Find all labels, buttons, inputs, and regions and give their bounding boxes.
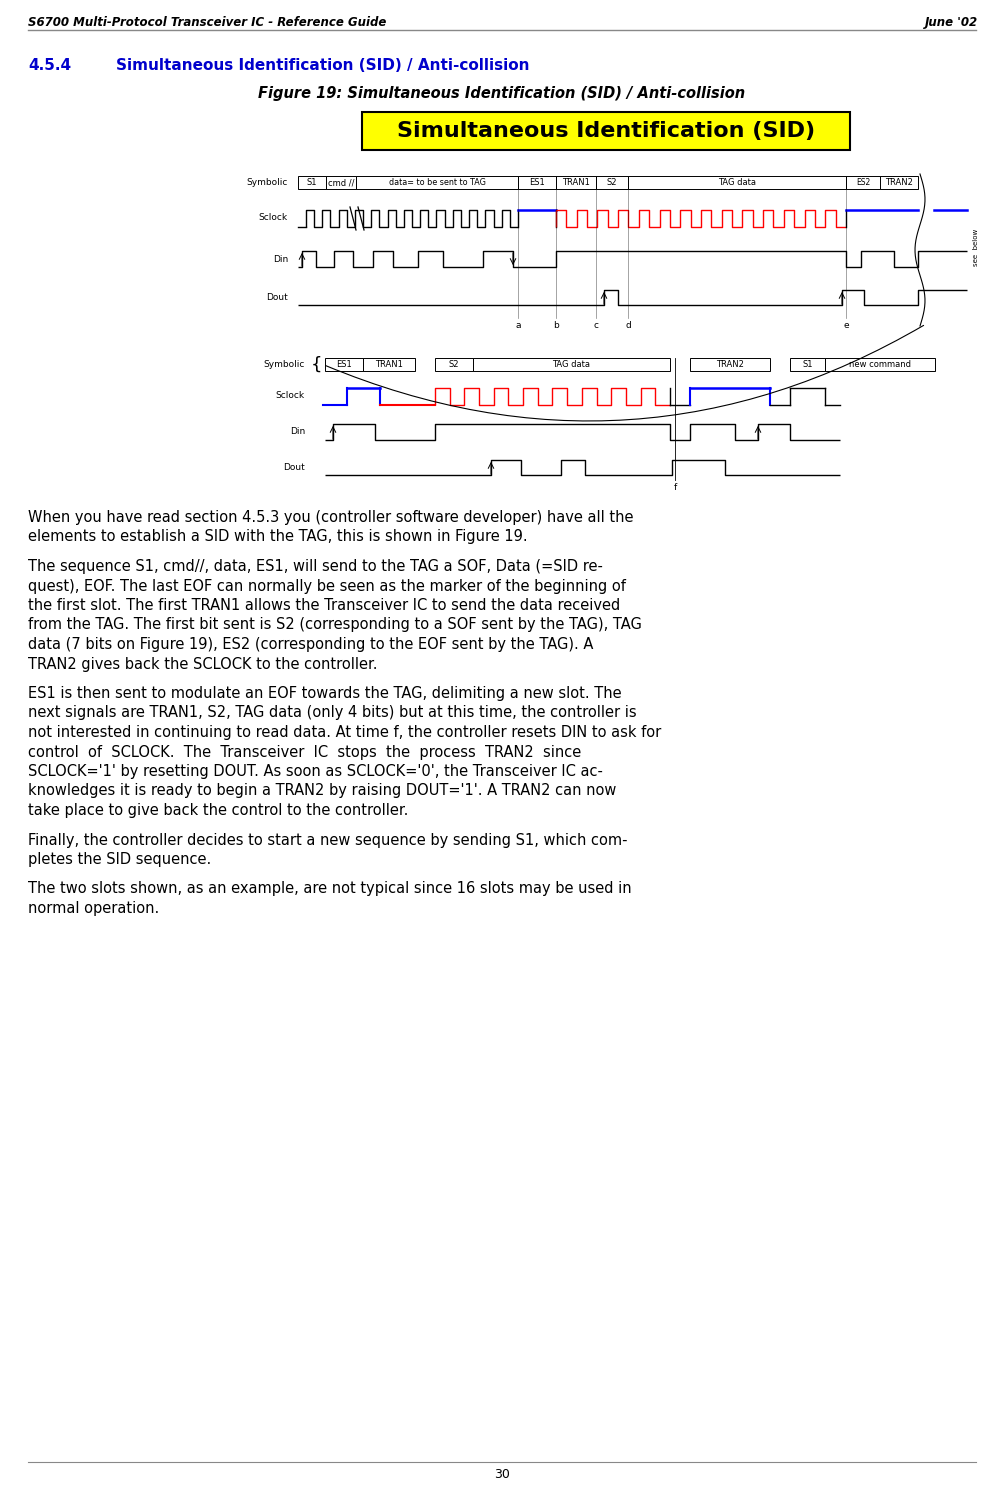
Text: cmd //: cmd // bbox=[327, 178, 354, 187]
Text: Figure 19: Simultaneous Identification (SID) / Anti-collision: Figure 19: Simultaneous Identification (… bbox=[258, 86, 745, 101]
Text: The sequence S1, cmd//, data, ES1, will send to the TAG a SOF, Data (=SID re-: The sequence S1, cmd//, data, ES1, will … bbox=[28, 559, 602, 574]
Text: f: f bbox=[673, 483, 676, 492]
Text: the first slot. The first TRAN1 allows the Transceiver IC to send the data recei: the first slot. The first TRAN1 allows t… bbox=[28, 597, 620, 614]
Bar bbox=[298, 175, 326, 189]
Bar bbox=[472, 358, 669, 372]
Text: S2: S2 bbox=[448, 360, 458, 369]
Text: see  below: see below bbox=[972, 229, 978, 266]
Text: ES1: ES1 bbox=[529, 178, 545, 187]
Text: TRAN2: TRAN2 bbox=[885, 178, 912, 187]
Bar bbox=[789, 358, 824, 372]
Text: control  of  SCLOCK.  The  Transceiver  IC  stops  the  process  TRAN2  since: control of SCLOCK. The Transceiver IC st… bbox=[28, 744, 581, 759]
Text: TRAN2 gives back the SCLOCK to the controller.: TRAN2 gives back the SCLOCK to the contr… bbox=[28, 657, 377, 672]
Text: ES1 is then sent to modulate an EOF towards the TAG, delimiting a new slot. The: ES1 is then sent to modulate an EOF towa… bbox=[28, 687, 621, 701]
Text: Sclock: Sclock bbox=[276, 391, 305, 401]
Text: not interested in continuing to read data. At time f, the controller resets DIN : not interested in continuing to read dat… bbox=[28, 725, 661, 740]
Text: June '02: June '02 bbox=[924, 16, 977, 30]
Text: elements to establish a SID with the TAG, this is shown in Figure 19.: elements to establish a SID with the TAG… bbox=[28, 529, 528, 544]
Text: 4.5.4: 4.5.4 bbox=[28, 58, 71, 73]
Bar bbox=[556, 175, 596, 189]
Text: Dout: Dout bbox=[266, 293, 288, 302]
Text: from the TAG. The first bit sent is S2 (corresponding to a SOF sent by the TAG),: from the TAG. The first bit sent is S2 (… bbox=[28, 618, 641, 633]
Text: TAG data: TAG data bbox=[717, 178, 755, 187]
Bar bbox=[356, 175, 518, 189]
Bar bbox=[596, 175, 627, 189]
Text: 30: 30 bbox=[493, 1468, 510, 1482]
Bar bbox=[434, 358, 472, 372]
Text: Simultaneous Identification (SID) / Anti-collision: Simultaneous Identification (SID) / Anti… bbox=[116, 58, 529, 73]
Text: S1: S1 bbox=[801, 360, 812, 369]
Text: Symbolic: Symbolic bbox=[264, 360, 305, 369]
Text: Symbolic: Symbolic bbox=[247, 178, 288, 187]
Bar bbox=[326, 175, 356, 189]
Text: quest), EOF. The last EOF can normally be seen as the marker of the beginning of: quest), EOF. The last EOF can normally b… bbox=[28, 578, 625, 593]
Text: TAG data: TAG data bbox=[552, 360, 590, 369]
Text: S2: S2 bbox=[606, 178, 617, 187]
Text: When you have read section 4.5.3 you (controller software developer) have all th: When you have read section 4.5.3 you (co… bbox=[28, 510, 633, 525]
Bar bbox=[689, 358, 769, 372]
Bar bbox=[846, 175, 879, 189]
Text: S1: S1 bbox=[307, 178, 317, 187]
Text: new command: new command bbox=[849, 360, 910, 369]
Text: e: e bbox=[843, 321, 848, 330]
Text: TRAN1: TRAN1 bbox=[562, 178, 590, 187]
Text: The two slots shown, as an example, are not typical since 16 slots may be used i: The two slots shown, as an example, are … bbox=[28, 881, 631, 896]
Text: ES1: ES1 bbox=[336, 360, 351, 369]
Text: TRAN1: TRAN1 bbox=[375, 360, 402, 369]
Text: next signals are TRAN1, S2, TAG data (only 4 bits) but at this time, the control: next signals are TRAN1, S2, TAG data (on… bbox=[28, 706, 636, 721]
Text: Simultaneous Identification (SID): Simultaneous Identification (SID) bbox=[396, 120, 814, 141]
Text: data (7 bits on Figure 19), ES2 (corresponding to the EOF sent by the TAG). A: data (7 bits on Figure 19), ES2 (corresp… bbox=[28, 637, 593, 652]
Bar bbox=[518, 175, 556, 189]
Text: data= to be sent to TAG: data= to be sent to TAG bbox=[388, 178, 485, 187]
Bar bbox=[325, 358, 363, 372]
Text: Sclock: Sclock bbox=[259, 214, 288, 223]
Text: a: a bbox=[515, 321, 521, 330]
Bar bbox=[879, 175, 917, 189]
Text: knowledges it is ready to begin a TRAN2 by raising DOUT='1'. A TRAN2 can now: knowledges it is ready to begin a TRAN2 … bbox=[28, 783, 616, 798]
Text: Din: Din bbox=[290, 428, 305, 437]
Text: ES2: ES2 bbox=[855, 178, 870, 187]
Text: take place to give back the control to the controller.: take place to give back the control to t… bbox=[28, 802, 408, 817]
Bar bbox=[824, 358, 934, 372]
Text: pletes the SID sequence.: pletes the SID sequence. bbox=[28, 851, 211, 866]
Text: Dout: Dout bbox=[283, 462, 305, 471]
Bar bbox=[627, 175, 846, 189]
Text: Finally, the controller decides to start a new sequence by sending S1, which com: Finally, the controller decides to start… bbox=[28, 832, 627, 847]
Bar bbox=[362, 111, 850, 150]
Text: SCLOCK='1' by resetting DOUT. As soon as SCLOCK='0', the Transceiver IC ac-: SCLOCK='1' by resetting DOUT. As soon as… bbox=[28, 764, 602, 779]
Text: S6700 Multi-Protocol Transceiver IC - Reference Guide: S6700 Multi-Protocol Transceiver IC - Re… bbox=[28, 16, 386, 30]
Text: c: c bbox=[593, 321, 598, 330]
Bar bbox=[363, 358, 414, 372]
Text: TRAN2: TRAN2 bbox=[715, 360, 743, 369]
Text: normal operation.: normal operation. bbox=[28, 901, 159, 915]
Text: {: { bbox=[310, 355, 322, 373]
Text: Din: Din bbox=[273, 254, 288, 263]
Text: b: b bbox=[553, 321, 559, 330]
Text: d: d bbox=[625, 321, 630, 330]
